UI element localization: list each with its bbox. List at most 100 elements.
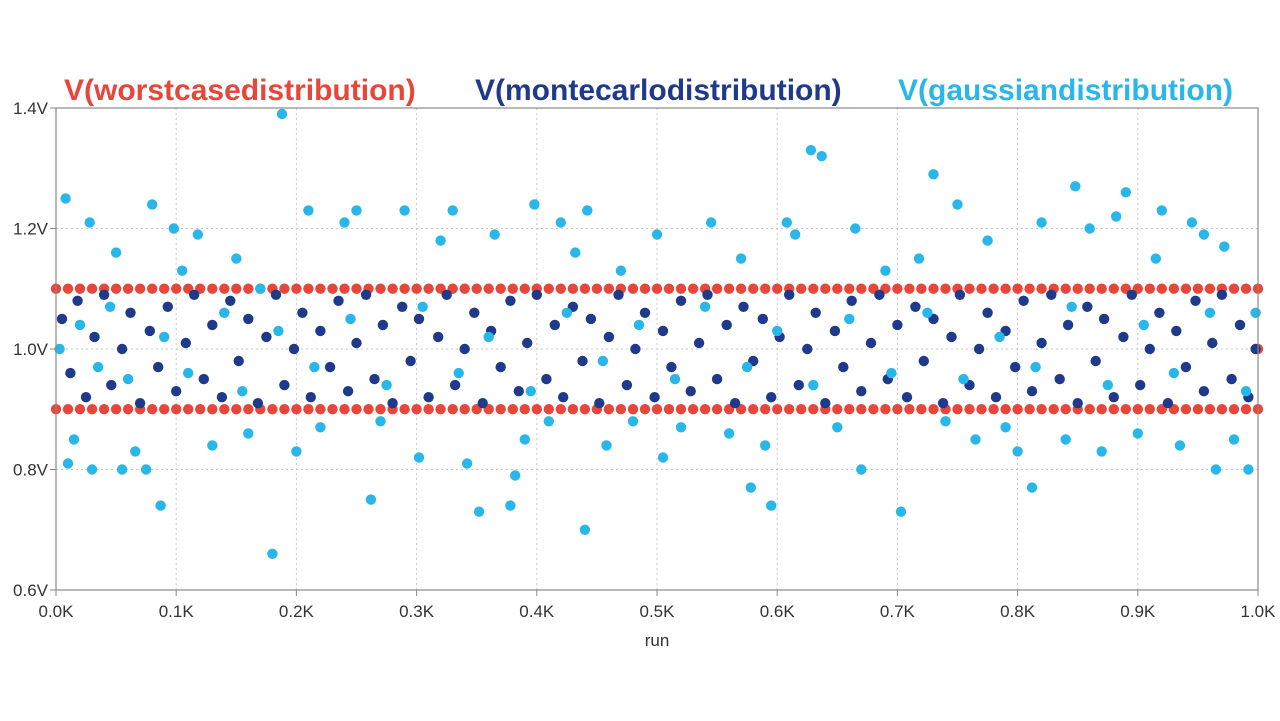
y-tick-label: 0.6V [13,581,49,600]
x-tick-label: 0.4K [519,602,555,621]
data-points [50,108,1264,559]
data-point [1098,313,1110,325]
data-point [510,470,521,481]
data-point [615,265,627,276]
data-point [1198,229,1210,240]
data-point [1096,446,1107,457]
data-point [1138,319,1150,331]
data-point [309,361,320,373]
data-point [279,404,290,415]
data-point [1204,283,1216,294]
data-point [333,295,344,306]
data-point [155,500,166,511]
data-point [582,205,593,216]
data-point [351,205,362,216]
data-point [1024,404,1035,415]
data-point [1000,422,1011,433]
data-point [723,428,735,439]
data-point [1072,283,1083,294]
data-point [60,193,71,204]
data-point [327,283,338,294]
data-point [1026,386,1038,397]
data-point [1207,337,1218,349]
data-point [738,301,749,312]
data-point [937,398,949,409]
data-point [669,373,681,385]
data-point [147,404,158,415]
data-point [904,283,915,294]
data-point [1186,217,1198,228]
data-point [495,404,506,415]
data-point [772,283,783,294]
data-point [207,283,218,294]
data-point [802,343,813,355]
data-point [177,265,188,276]
data-point [1118,331,1129,343]
data-point [207,440,218,451]
data-point [339,217,350,228]
data-point [1000,404,1011,415]
data-point [243,428,254,439]
x-tick-label: 0.7K [880,602,916,621]
data-point [369,373,380,385]
data-point [880,404,891,415]
data-point [435,235,446,246]
legend-entry-gaussian[interactable]: V(gaussiandistribution) [898,74,1233,107]
data-point [195,404,206,415]
data-point [651,229,663,240]
data-point [633,319,645,331]
data-point [363,404,374,415]
data-point [461,458,473,469]
data-point [940,283,951,294]
data-point [1228,434,1240,445]
data-point [495,283,506,294]
data-point [711,404,723,415]
data-point [351,404,362,415]
data-point [405,355,416,367]
data-point [1108,283,1120,294]
data-point [693,337,705,349]
data-point [735,283,747,294]
data-point [892,283,903,294]
data-point [567,404,579,415]
data-point [110,247,122,258]
legend-entry-worstcase[interactable]: V(worstcasedistribution) [64,74,416,107]
data-point [423,404,434,415]
data-point [856,386,867,397]
data-point [651,283,663,294]
data-point [772,325,783,337]
data-point [1108,404,1120,415]
data-point [122,404,134,415]
data-point [417,301,428,312]
data-point [579,524,591,535]
data-point [411,283,422,294]
data-point [1250,343,1261,355]
data-point [964,404,975,415]
data-point [489,229,500,240]
data-point [315,325,326,337]
data-point [473,506,485,517]
data-point [519,283,530,294]
data-point [159,404,170,415]
data-point [729,398,741,409]
y-axis-ticks: 0.6V 0.8V 1.0V 1.2V 1.4V [13,99,56,600]
data-point [748,283,759,294]
data-point [345,313,356,325]
legend-entry-montecarlo[interactable]: V(montecarlodistribution) [475,74,842,107]
data-point [104,301,116,312]
data-point [159,331,170,343]
data-point [964,283,975,294]
data-point [601,440,612,451]
data-point [1234,319,1246,331]
data-point [219,283,230,294]
data-point [952,404,963,415]
data-point [675,422,687,433]
data-point [92,361,104,373]
data-point [231,283,242,294]
data-point [1120,404,1132,415]
data-point [1054,373,1065,385]
data-point [125,307,136,318]
data-point [663,404,675,415]
data-point [453,367,464,379]
data-point [970,434,981,445]
